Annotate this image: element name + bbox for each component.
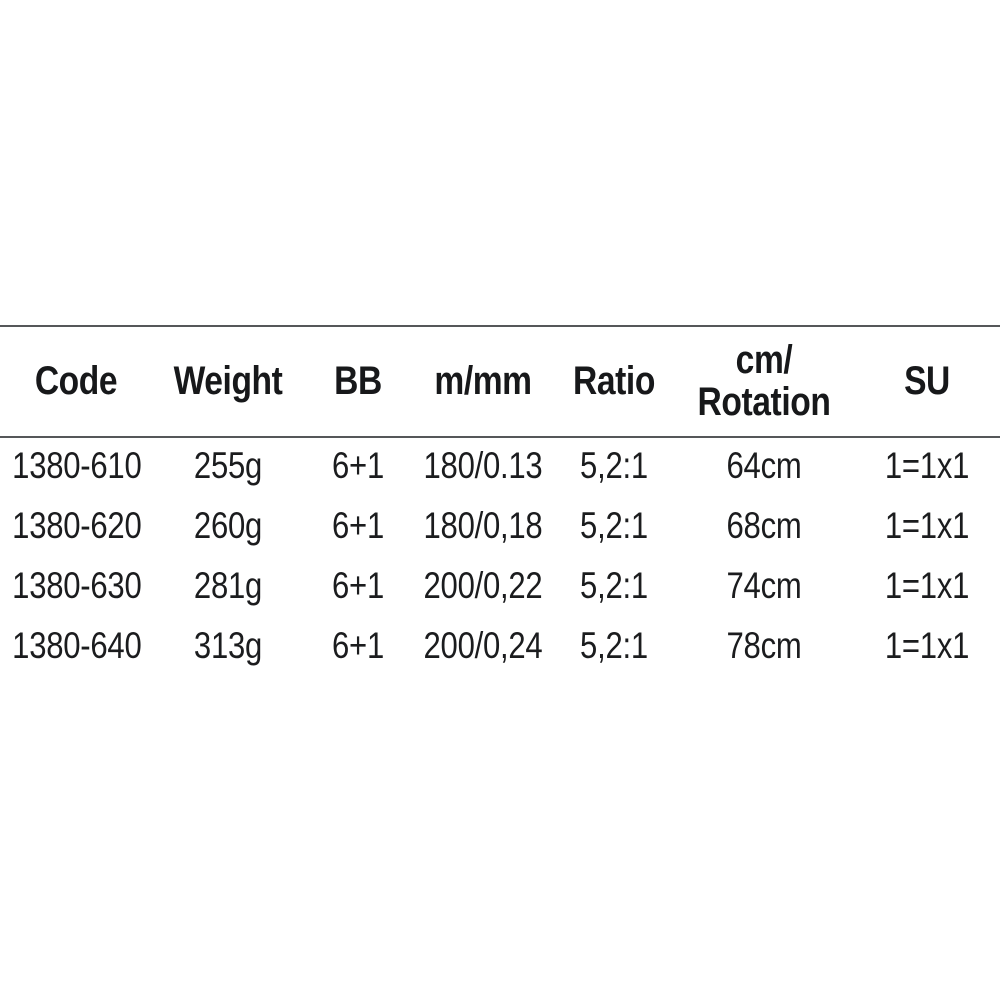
table-body: 1380-610 255g 6+1 180/0.13 5,2:1 64cm 1=… [0,436,1000,676]
column-header-m-mm: m/mm [423,325,542,436]
table-header-rule [0,436,1000,438]
cell-cm-rotation: 74cm [726,565,802,606]
column-header-weight: Weight [164,325,292,436]
cell-code: 1380-630 [12,565,142,606]
cell-ratio: 5,2:1 [580,625,648,666]
specification-table: Code Weight BB m/mm Ratio cm/ Rotation [0,325,1000,676]
column-header-cm-rotation: cm/ Rotation [688,325,839,436]
table-row: 1380-630 281g 6+1 200/0,22 5,2:1 74cm 1=… [0,556,1000,616]
cell-m-mm: 180/0,18 [423,505,543,546]
cell-cm-rotation: 68cm [726,505,802,546]
cell-ratio: 5,2:1 [580,505,648,546]
column-header-bb-label: BB [334,358,382,403]
cell-m-mm: 200/0,22 [423,565,543,606]
column-header-weight-label: Weight [173,358,283,403]
cell-weight: 313g [193,625,263,666]
cell-m-mm: 200/0,24 [423,625,543,666]
cell-su: 1=1x1 [884,625,970,666]
cell-su: 1=1x1 [884,505,970,546]
cell-bb: 6+1 [332,565,384,606]
table-row: 1380-620 260g 6+1 180/0,18 5,2:1 68cm 1=… [0,496,1000,556]
cell-m-mm: 180/0.13 [423,445,543,486]
column-header-bb: BB [313,325,404,436]
cell-su: 1=1x1 [884,445,970,486]
column-header-su-label: SU [904,358,950,403]
table-row: 1380-610 255g 6+1 180/0.13 5,2:1 64cm 1=… [0,436,1000,496]
cell-bb: 6+1 [332,445,384,486]
table-row: 1380-640 313g 6+1 200/0,24 5,2:1 78cm 1=… [0,616,1000,676]
column-header-cm-rotation-label: cm/ Rotation [697,337,831,424]
column-header-ratio-label: Ratio [573,358,655,403]
table-header: Code Weight BB m/mm Ratio cm/ Rotation [0,325,1000,436]
cell-weight: 255g [193,445,263,486]
column-header-code: Code [12,325,140,436]
cell-weight: 281g [193,565,263,606]
cell-weight: 260g [193,505,263,546]
table-header-row: Code Weight BB m/mm Ratio cm/ Rotation [0,325,1000,436]
column-header-su: SU [866,325,989,436]
table-top-rule [0,325,1000,327]
column-header-m-mm-label: m/mm [434,358,532,403]
cell-bb: 6+1 [332,505,384,546]
cell-cm-rotation: 64cm [726,445,802,486]
cell-ratio: 5,2:1 [580,445,648,486]
cell-code: 1380-640 [12,625,142,666]
column-header-code-label: Code [34,358,118,403]
column-header-ratio: Ratio [564,325,665,436]
cell-ratio: 5,2:1 [580,565,648,606]
cell-bb: 6+1 [332,625,384,666]
cell-su: 1=1x1 [884,565,970,606]
cell-cm-rotation: 78cm [726,625,802,666]
cell-code: 1380-610 [12,445,142,486]
cell-code: 1380-620 [12,505,142,546]
